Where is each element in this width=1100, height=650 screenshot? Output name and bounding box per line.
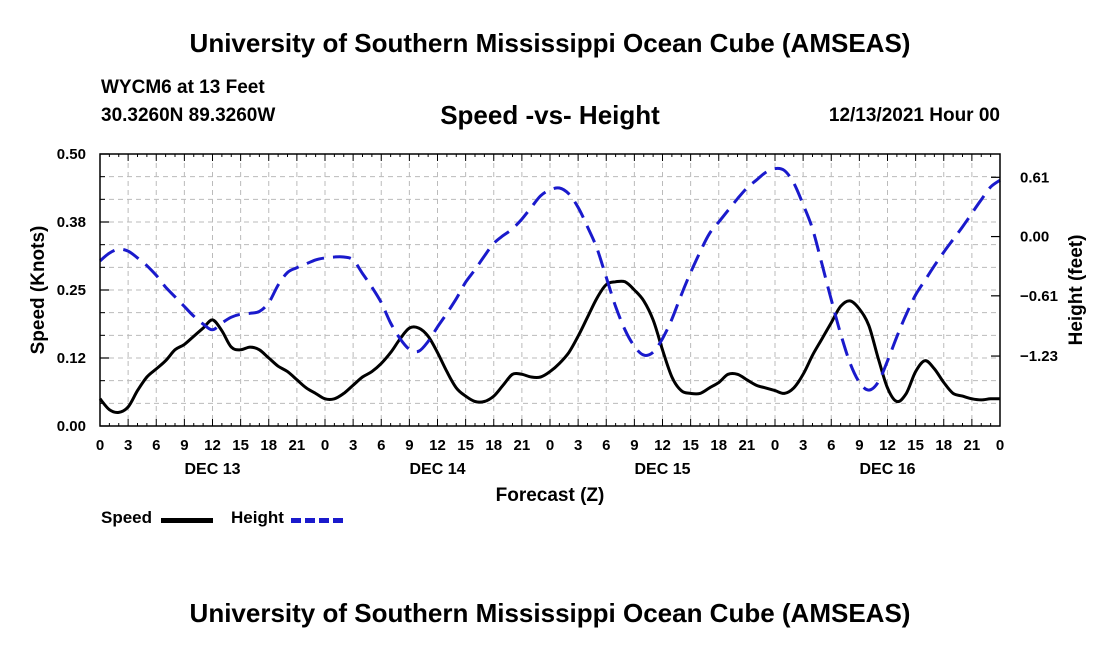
forecast-datetime: 12/13/2021 Hour 00: [828, 105, 1000, 126]
x-tick-label: 21: [514, 437, 531, 454]
grid-lines: [100, 154, 1000, 426]
x-tick-label: 12: [429, 437, 446, 454]
legend-height-label: Height: [231, 508, 284, 527]
legend-height-swatch: [291, 518, 343, 523]
x-tick-label: 21: [289, 437, 306, 454]
x-tick-label: 18: [935, 437, 952, 454]
x-tick-label: 3: [124, 437, 132, 454]
chart-subtitle: Speed -vs- Height: [440, 100, 660, 130]
x-tick-label: 18: [485, 437, 502, 454]
speed-series-line: [98, 279, 1001, 415]
y-axis-title-left: Speed (Knots): [28, 226, 49, 355]
day-label: DEC 16: [859, 461, 915, 478]
day-label: DEC 14: [409, 461, 465, 478]
x-tick-label: 18: [260, 437, 277, 454]
x-tick-label: 6: [602, 437, 610, 454]
station-latlon: 30.3260N 89.3260W: [101, 105, 276, 126]
axis-labels: 0 3 6 9 12 15 18 21 0 3 6 9 12 15 18 21 0 3 6 9 12 15 18 21 0 3 6 9…: [28, 146, 1087, 506]
legend-speed-swatch: [161, 518, 213, 523]
y-left-tick-label: 0.00: [57, 418, 86, 435]
x-tick-label: 6: [377, 437, 385, 454]
x-axis-title: Forecast (Z): [496, 485, 605, 506]
x-tick-label: 9: [405, 437, 413, 454]
x-tick-label: 0: [546, 437, 554, 454]
day-label: DEC 13: [184, 461, 240, 478]
x-tick-label: 9: [630, 437, 638, 454]
y-left-tick-label: 0.25: [57, 282, 86, 299]
footer-title: University of Southern Mississippi Ocean…: [189, 598, 911, 628]
x-tick-label: 9: [180, 437, 188, 454]
plot-frame: [99, 153, 1001, 427]
x-tick-label: 18: [710, 437, 727, 454]
y-left-tick-label: 0.12: [57, 350, 86, 367]
x-tick-label: 0: [321, 437, 329, 454]
x-tick-label: 15: [457, 437, 474, 454]
x-tick-label: 0: [996, 437, 1004, 454]
y-left-tick-label: 0.38: [57, 214, 86, 231]
y-axis-title-right: Height (feet): [1066, 235, 1087, 346]
y-right-tick-label: 0.00: [1020, 229, 1049, 246]
x-tick-label: 21: [739, 437, 756, 454]
x-tick-label: 0: [96, 437, 104, 454]
station-label: WYCM6 at 13 Feet: [101, 77, 265, 98]
y-left-tick-label: 0.50: [57, 146, 86, 163]
x-tick-label: 15: [907, 437, 924, 454]
x-tick-label: 12: [204, 437, 221, 454]
height-series-line: [99, 166, 1001, 392]
x-tick-label: 21: [964, 437, 981, 454]
legend-speed-label: Speed: [101, 508, 153, 527]
x-tick-label: 15: [682, 437, 699, 454]
chart-main-title: University of Southern Mississippi Ocean…: [189, 28, 911, 58]
x-tick-label: 6: [152, 437, 160, 454]
x-tick-label: 12: [654, 437, 671, 454]
x-tick-label: 3: [349, 437, 357, 454]
y-right-tick-label: 0.61: [1020, 169, 1049, 186]
x-tick-label: 6: [827, 437, 835, 454]
x-tick-label: 3: [574, 437, 582, 454]
x-tick-label: 3: [799, 437, 807, 454]
x-tick-label: 15: [232, 437, 249, 454]
x-tick-label: 12: [879, 437, 896, 454]
y-right-tick-label: −1.23: [1020, 348, 1058, 365]
day-label: DEC 15: [634, 461, 690, 478]
x-tick-label: 0: [771, 437, 779, 454]
y-right-tick-label: −0.61: [1020, 288, 1058, 305]
x-tick-label: 9: [855, 437, 863, 454]
series-lines: [98, 166, 1001, 415]
